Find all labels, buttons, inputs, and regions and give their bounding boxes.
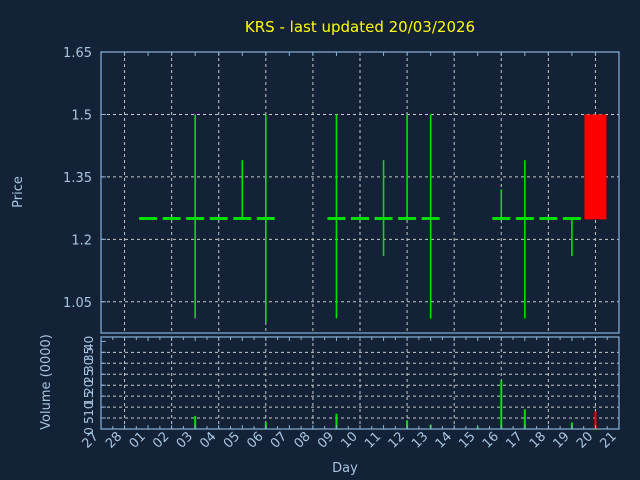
volume-tick-label-20: 20 xyxy=(82,380,96,395)
price-axis-label: Price xyxy=(11,176,26,208)
price-tick-label-1.35: 1.35 xyxy=(63,171,92,186)
price-tick-label-1.05: 1.05 xyxy=(63,296,92,311)
price-tick-label-1.2: 1.2 xyxy=(71,233,92,248)
price-bars-layer xyxy=(139,114,607,323)
price-bar-17 xyxy=(515,160,534,319)
price-bar-12 xyxy=(398,114,417,221)
price-bar-20 xyxy=(584,114,607,220)
price-body-20 xyxy=(584,114,607,220)
price-bar-03 xyxy=(186,114,205,319)
price-bar-16 xyxy=(492,189,511,221)
volume-tick-label-25: 25 xyxy=(82,369,96,384)
volume-tick-label-5: 5 xyxy=(82,416,96,424)
x-axis-label: Day xyxy=(332,461,358,476)
price-bar-06 xyxy=(256,114,275,323)
price-bar-09 xyxy=(327,114,346,319)
volume-tick-label-15: 15 xyxy=(82,391,96,406)
price-bar-05 xyxy=(233,160,252,221)
price-tick-label-1.5: 1.5 xyxy=(71,108,92,123)
price-plot-frame xyxy=(100,51,620,334)
axis-labels-layer: 27 28 01 02 03 04 05 06 07 08 09 10 11 12 13 14 15 16 17 18… xyxy=(63,46,620,452)
volume-tick-label-0: 0 xyxy=(82,427,96,435)
price-tick-label-1.65: 1.65 xyxy=(63,46,92,61)
volume-axis-label: Volume (0000) xyxy=(39,334,54,430)
volume-tick-label-40: 40 xyxy=(82,336,96,351)
volume-tick-label-30: 30 xyxy=(82,358,96,373)
price-bar-11 xyxy=(374,160,393,256)
price-bar-13 xyxy=(421,114,440,319)
plot-frame-layer xyxy=(100,51,620,430)
volume-plot-frame xyxy=(100,336,620,430)
volume-tick-label-35: 35 xyxy=(82,347,96,362)
price-bar-19 xyxy=(562,217,581,256)
chart-title: KRS - last updated 20/03/2026 xyxy=(245,18,475,36)
volume-tick-label-10: 10 xyxy=(82,401,96,416)
